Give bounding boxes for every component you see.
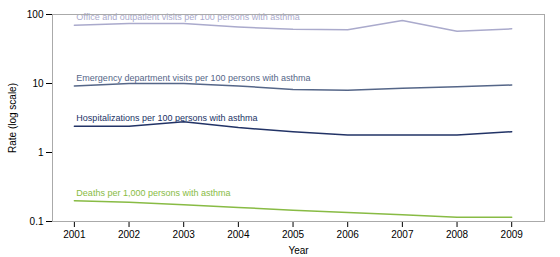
svg-text:100: 100 [27,9,44,20]
svg-text:2004: 2004 [227,229,250,240]
svg-text:2006: 2006 [337,229,360,240]
svg-text:0.1: 0.1 [30,216,44,227]
svg-text:Emergency department visits pe: Emergency department visits per 100 pers… [76,73,310,83]
svg-text:Hospitalizations per 100 perso: Hospitalizations per 100 persons with as… [76,113,257,123]
svg-text:10: 10 [32,78,44,89]
svg-text:Rate (log scale): Rate (log scale) [7,83,18,153]
svg-text:2002: 2002 [118,229,141,240]
svg-text:2003: 2003 [173,229,196,240]
svg-text:Deaths per 1,000 persons with: Deaths per 1,000 persons with asthma [76,188,230,198]
svg-text:2005: 2005 [282,229,305,240]
svg-text:Office and outpatient visits p: Office and outpatient visits per 100 per… [76,12,299,22]
svg-text:2007: 2007 [391,229,414,240]
svg-text:2008: 2008 [446,229,469,240]
svg-text:2009: 2009 [501,229,524,240]
svg-text:Year: Year [288,245,309,256]
svg-text:2001: 2001 [63,229,86,240]
svg-text:1: 1 [38,147,44,158]
